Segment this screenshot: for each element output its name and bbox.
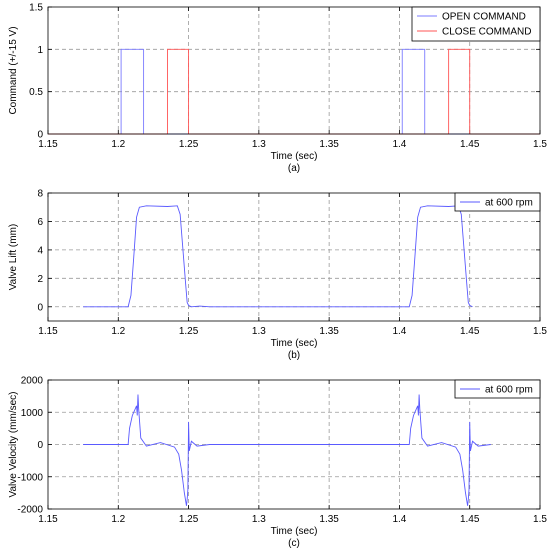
y-tick-label: -2000 (17, 505, 43, 516)
x-axis-label: Time (sec) (271, 526, 318, 537)
x-tick-label: 1.35 (319, 139, 339, 150)
legend-box (454, 379, 541, 399)
chart-panel-3: 1.15 1.2 1.25 1.3 1.35 1.4 1.45 1.5 -2000 -1000 0 1… (8, 376, 547, 550)
chart-panel-2: 1.15 1.2 1.25 1.3 1.35 1.4 1.45 1.5 0 2 4 6 8 Time (s… (8, 189, 547, 362)
legend-label: OPEN COMMAND (442, 12, 526, 23)
y-tick-label: 2000 (21, 376, 44, 387)
legend-box (454, 192, 541, 212)
x-tick-label: 1.2 (111, 139, 125, 150)
x-tick-label: 1.4 (392, 326, 406, 337)
panel-caption: (c) (288, 538, 300, 549)
y-tick-label: 0.5 (29, 87, 43, 98)
x-tick-label: 1.3 (252, 514, 266, 525)
y-tick-label: 1 (37, 45, 43, 56)
x-axis-label: Time (sec) (271, 151, 318, 162)
y-tick-label: 2 (37, 274, 43, 285)
x-tick-label: 1.3 (252, 326, 266, 337)
legend-box (411, 6, 541, 42)
x-tick-label: 1.45 (460, 139, 480, 150)
y-tick-label: 4 (37, 245, 43, 256)
x-tick-label: 1.2 (111, 326, 125, 337)
x-tick-label: 1.4 (392, 514, 406, 525)
x-tick-label: 1.25 (179, 139, 199, 150)
y-tick-label: 1.5 (29, 3, 43, 14)
axes-frame (47, 379, 541, 510)
x-axis-label: Time (sec) (271, 338, 318, 349)
legend-label: at 600 rpm (485, 385, 533, 396)
x-tick-label: 1.25 (179, 514, 199, 525)
x-tick-label: 1.15 (38, 514, 58, 525)
legend-label: at 600 rpm (485, 198, 533, 209)
axes-frame (47, 6, 541, 135)
x-tick-label: 1.2 (111, 514, 125, 525)
y-axis-label: Valve Velocity (mm/sec) (8, 392, 19, 498)
plot-area (48, 193, 540, 321)
axes-frame (47, 192, 541, 322)
x-tick-label: 1.3 (252, 139, 266, 150)
x-tick-label: 1.5 (533, 326, 547, 337)
panel-caption: (a) (288, 163, 300, 174)
x-tick-label: 1.25 (179, 326, 199, 337)
y-axis-label: Command (+/-15 V) (8, 26, 19, 114)
x-tick-label: 1.4 (392, 139, 406, 150)
y-tick-label: 1000 (21, 408, 44, 419)
series-line-1 (83, 394, 491, 506)
legend: at 600 rpm (454, 379, 541, 399)
x-tick-label: 1.5 (533, 514, 547, 525)
y-tick-label: -1000 (17, 472, 43, 483)
y-tick-label: 0 (37, 130, 43, 141)
x-tick-label: 1.15 (38, 139, 58, 150)
chart-panel-1: 1.15 1.2 1.25 1.3 1.35 1.4 1.45 1.5 0 0.5 1 1.5 Time… (8, 3, 547, 175)
x-tick-label: 1.35 (319, 514, 339, 525)
y-tick-label: 0 (37, 302, 43, 313)
panel-caption: (b) (288, 350, 300, 361)
x-tick-label: 1.15 (38, 326, 58, 337)
x-tick-label: 1.45 (460, 514, 480, 525)
legend: OPEN COMMAND CLOSE COMMAND (411, 6, 541, 42)
y-tick-label: 8 (37, 189, 43, 200)
x-tick-label: 1.45 (460, 326, 480, 337)
y-tick-label: 6 (37, 217, 43, 228)
y-tick-label: 0 (37, 440, 43, 451)
legend: at 600 rpm (454, 192, 541, 212)
y-axis-label: Valve Lift (mm) (8, 224, 19, 291)
legend-label: CLOSE COMMAND (442, 27, 531, 38)
x-tick-label: 1.5 (533, 139, 547, 150)
x-tick-label: 1.35 (319, 326, 339, 337)
series-line-1 (83, 205, 473, 308)
